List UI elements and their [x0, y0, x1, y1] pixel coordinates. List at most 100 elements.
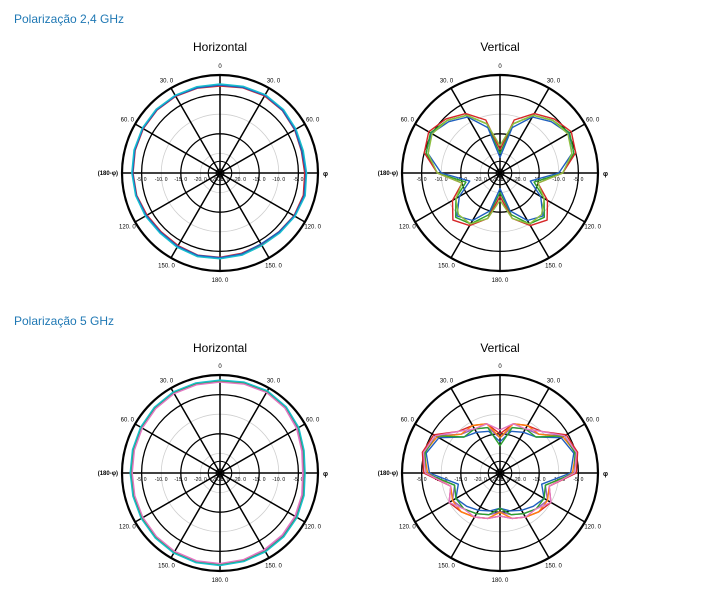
- angle-tick-label: 30. 0: [160, 378, 174, 384]
- radial-tick-label: -10. 0: [155, 477, 168, 483]
- radial-tick-label: -25. 0: [211, 177, 224, 183]
- radial-tick-label: -25. 0: [217, 477, 230, 483]
- polar-chart-v5: -5. 0 -10. 0 -15. 0 -20. 0 -25. 0-25. 0 -20. …: [378, 364, 608, 584]
- angle-tick-label: 30. 0: [267, 78, 281, 84]
- angle-tick-label: 150. 0: [158, 264, 175, 270]
- polar-chart-h24: -5. 0 -10. 0 -15. 0 -20. 0 -25. 0-25. 0 -20. …: [98, 64, 328, 284]
- radial-tick-label: -5. 0: [293, 477, 303, 483]
- angle-tick-label: 120. 0: [119, 525, 136, 531]
- right-axis-label: φ: [603, 171, 608, 178]
- angle-tick-label: 180. 0: [212, 278, 229, 284]
- series-line: [130, 380, 305, 565]
- series-line: [425, 114, 575, 225]
- radial-tick-label: -5. 0: [417, 177, 427, 183]
- angle-tick-label: 30. 0: [440, 378, 454, 384]
- radial-tick-label: -20. 0: [194, 177, 207, 183]
- angle-tick-label: 60. 0: [401, 118, 415, 124]
- radial-tick-label: -5. 0: [417, 477, 427, 483]
- angle-tick-label: 150. 0: [265, 264, 282, 270]
- radial-tick-label: -20. 0: [513, 177, 526, 183]
- angle-tick-label: 60. 0: [586, 118, 600, 124]
- radial-tick-label: -20. 0: [474, 177, 487, 183]
- radial-tick-label: -5. 0: [293, 177, 303, 183]
- radial-tick-label: -20. 0: [233, 177, 246, 183]
- angle-tick-label: 150. 0: [438, 564, 455, 570]
- series-line: [427, 116, 573, 222]
- angle-tick-label: 120. 0: [304, 525, 321, 531]
- angle-tick-label: 60. 0: [306, 118, 320, 124]
- chart-title-v24: Vertical: [480, 40, 520, 54]
- left-axis-label: (180-φ): [378, 171, 398, 177]
- angle-tick-label: 180. 0: [212, 578, 229, 584]
- radial-tick-label: -5. 0: [137, 177, 147, 183]
- radial-tick-label: -25. 0: [497, 477, 510, 483]
- angle-tick-label: 30. 0: [547, 378, 561, 384]
- chart-title-v5: Vertical: [480, 341, 520, 355]
- section-title-5ghz: Polarização 5 GHz: [14, 314, 115, 328]
- angle-tick-label: 60. 0: [121, 418, 135, 424]
- angle-tick-label: 150. 0: [158, 564, 175, 570]
- angle-tick-label: 60. 0: [121, 118, 135, 124]
- left-axis-label: (180-φ): [378, 471, 398, 477]
- radial-tick-label: -20. 0: [233, 477, 246, 483]
- radial-tick-label: -25. 0: [217, 177, 230, 183]
- angle-tick-label: 60. 0: [586, 418, 600, 424]
- series-line: [423, 112, 577, 227]
- radial-tick-label: -10. 0: [272, 477, 285, 483]
- radial-tick-label: -10. 0: [435, 177, 448, 183]
- series-line: [131, 83, 308, 260]
- angle-tick-label: 150. 0: [265, 564, 282, 570]
- angle-tick-label: 30. 0: [160, 78, 174, 84]
- polar-chart-v24: -5. 0 -10. 0 -15. 0 -20. 0 -25. 0-25. 0 -20. …: [378, 64, 608, 284]
- polar-chart-h5: -5. 0 -10. 0 -15. 0 -20. 0 -25. 0-25. 0 -20. …: [98, 364, 328, 584]
- angle-tick-label: 0: [218, 364, 222, 370]
- angle-tick-label: 0: [498, 364, 502, 370]
- angle-tick-label: 30. 0: [267, 378, 281, 384]
- left-axis-label: (180-φ): [98, 171, 118, 177]
- series-line: [427, 114, 573, 225]
- series-line: [423, 423, 577, 520]
- series-line: [129, 379, 306, 567]
- angle-tick-label: 60. 0: [401, 418, 415, 424]
- radial-tick-label: -25. 0: [491, 177, 504, 183]
- angle-tick-label: 180. 0: [492, 578, 509, 584]
- radial-tick-label: -15. 0: [454, 477, 467, 483]
- right-axis-label: φ: [603, 471, 608, 478]
- radial-tick-label: -25. 0: [497, 177, 510, 183]
- right-axis-label: φ: [323, 171, 328, 178]
- radial-tick-label: -25. 0: [211, 477, 224, 483]
- radial-tick-label: -20. 0: [474, 477, 487, 483]
- angle-tick-label: 120. 0: [584, 225, 601, 231]
- radial-tick-label: -5. 0: [137, 477, 147, 483]
- radial-tick-label: -15. 0: [533, 477, 546, 483]
- radial-tick-label: -5. 0: [573, 477, 583, 483]
- radial-tick-label: -15. 0: [174, 177, 187, 183]
- angle-tick-label: 180. 0: [492, 278, 509, 284]
- radial-tick-label: -10. 0: [552, 177, 565, 183]
- radial-tick-label: -10. 0: [272, 177, 285, 183]
- angle-tick-label: 120. 0: [399, 225, 416, 231]
- radial-tick-label: -10. 0: [155, 177, 168, 183]
- radial-tick-label: -20. 0: [513, 477, 526, 483]
- series-line: [422, 423, 578, 520]
- angle-tick-label: 120. 0: [399, 525, 416, 531]
- section-title-2-4ghz: Polarização 2,4 GHz: [14, 12, 125, 26]
- angle-tick-label: 0: [498, 64, 502, 70]
- radial-tick-label: -20. 0: [194, 477, 207, 483]
- angle-tick-label: 30. 0: [440, 78, 454, 84]
- radial-tick-label: -5. 0: [573, 177, 583, 183]
- angle-tick-label: 150. 0: [545, 264, 562, 270]
- series-line: [131, 84, 307, 259]
- radial-tick-label: -15. 0: [174, 477, 187, 483]
- angle-tick-label: 150. 0: [545, 564, 562, 570]
- angle-tick-label: 150. 0: [438, 264, 455, 270]
- angle-tick-label: 0: [218, 64, 222, 70]
- left-axis-label: (180-φ): [98, 471, 118, 477]
- angle-tick-label: 30. 0: [547, 78, 561, 84]
- radial-tick-label: -15. 0: [253, 177, 266, 183]
- chart-title-h5: Horizontal: [192, 341, 248, 355]
- angle-tick-label: 120. 0: [584, 525, 601, 531]
- chart-title-h24: Horizontal: [192, 40, 248, 54]
- angle-tick-label: 120. 0: [304, 225, 321, 231]
- radial-tick-label: -15. 0: [253, 477, 266, 483]
